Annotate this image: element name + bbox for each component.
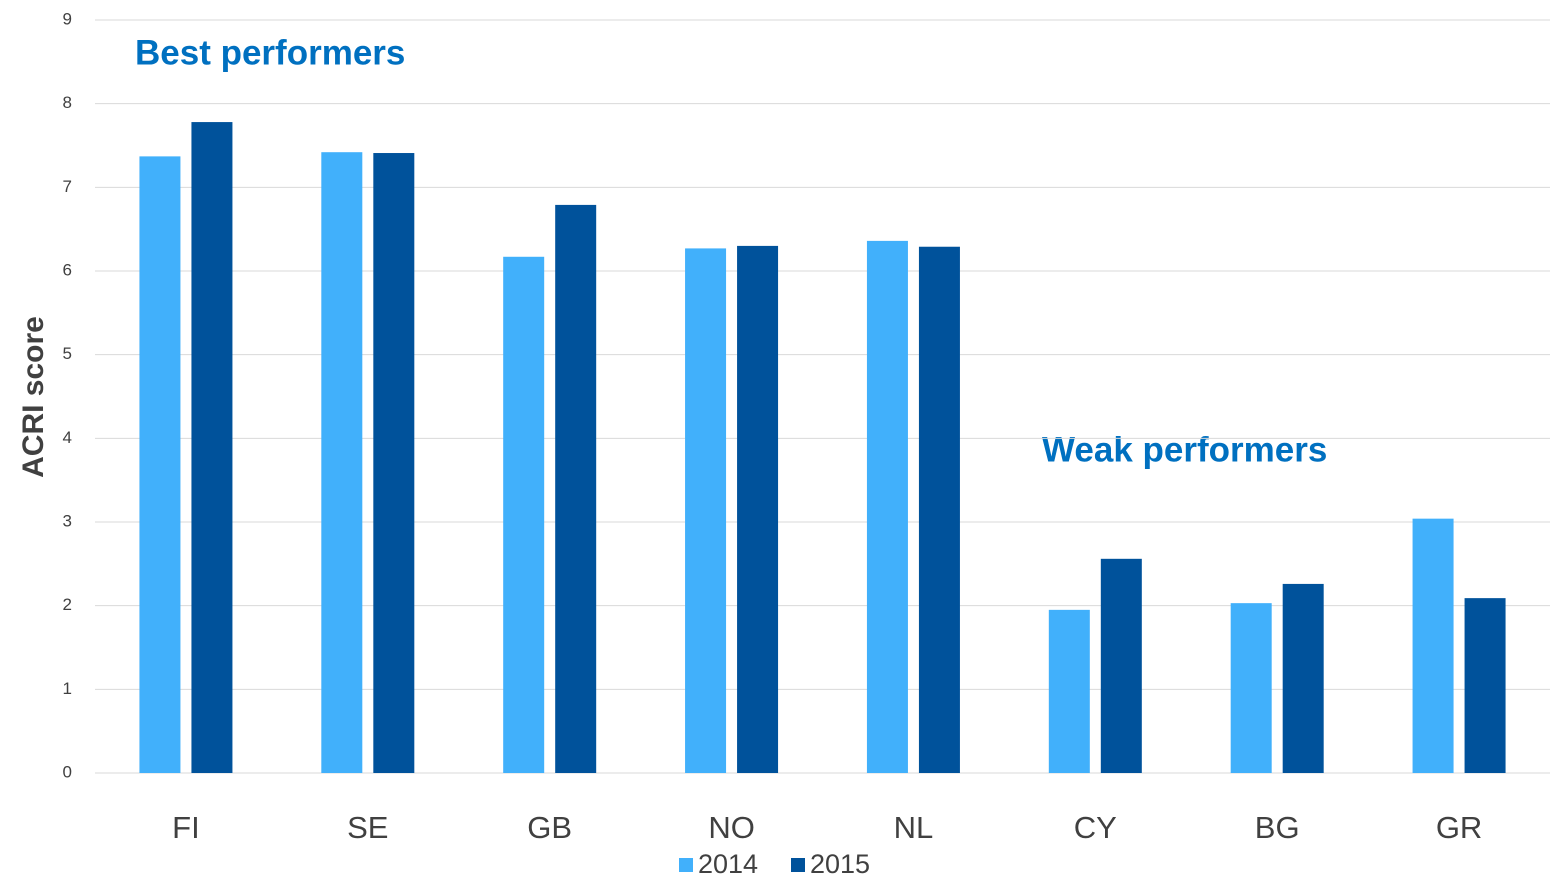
x-tick-label: NL [894,810,934,845]
bar [918,246,960,773]
bar [1464,598,1506,773]
x-tick-label: CY [1074,810,1117,845]
y-tick-label: 7 [63,177,72,196]
bar [685,248,727,773]
x-tick-label: FI [172,810,200,845]
bar [1282,583,1324,773]
y-tick-label: 0 [63,762,72,781]
x-tick-label: NO [708,810,755,845]
y-tick-label: 2 [63,595,72,614]
x-tick-label: GB [527,810,572,845]
y-axis-label: ACRI score [17,316,50,478]
y-tick-label: 9 [63,9,72,28]
annotation: Best performers [135,33,405,72]
y-tick-label: 5 [63,344,72,363]
bar [1100,558,1142,773]
bar [139,156,181,774]
bar [191,122,233,773]
bar [866,240,908,773]
annotation: Weak performers [1042,430,1327,469]
bar [1412,518,1454,773]
legend-label: 2015 [810,849,870,878]
bar [373,153,415,773]
y-tick-label: 6 [63,260,72,279]
y-tick-label: 3 [63,511,72,530]
bar [1230,603,1272,773]
bar [321,152,363,773]
legend-swatch [791,858,805,872]
bar [1048,609,1090,773]
y-tick-label: 4 [63,428,72,447]
bar [737,245,779,773]
y-tick-label: 1 [63,679,72,698]
legend-swatch [679,858,693,872]
x-tick-label: SE [347,810,388,845]
legend-label: 2014 [698,849,758,878]
x-tick-label: BG [1255,810,1300,845]
bar [503,256,545,773]
x-tick-label: GR [1436,810,1483,845]
bar [555,204,597,774]
y-tick-label: 8 [63,93,72,112]
